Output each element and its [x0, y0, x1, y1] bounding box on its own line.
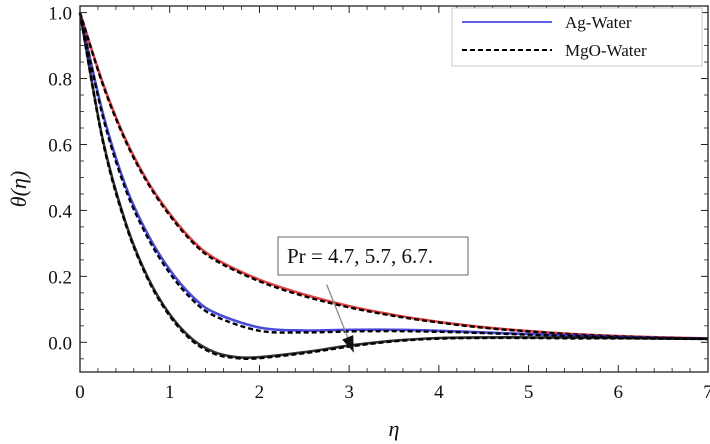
- x-tick-label: 7: [703, 382, 710, 403]
- series-2-mgo-water-line: [78, 12, 709, 360]
- x-tick-label: 0: [75, 382, 85, 403]
- series-1-ag-water-line: [78, 12, 709, 340]
- y-tick-label: 0.4: [48, 201, 72, 222]
- y-tick-label: 0.8: [48, 70, 72, 91]
- y-tick-label: 0.0: [48, 333, 72, 354]
- plot-frame: [79, 5, 709, 373]
- x-tick-label: 3: [344, 382, 354, 403]
- axis-ticks: 0 1 2 3 4 5 6 7 0.0 0.2 0.4 0.6 0.8 1.0: [48, 4, 710, 403]
- annotation: Pr = 4.7, 5.7, 6.7.: [277, 236, 469, 353]
- x-tick-label: 4: [434, 382, 444, 403]
- annotation-text: Pr = 4.7, 5.7, 6.7.: [287, 244, 433, 268]
- legend-box: [451, 7, 703, 67]
- y-axis-title: θ(η): [6, 171, 31, 207]
- legend-label-mgo-water: MgO-Water: [565, 41, 647, 60]
- y-tick-label: 0.2: [48, 267, 72, 288]
- x-tick-label: 2: [255, 382, 265, 403]
- x-tick-label: 5: [524, 382, 534, 403]
- series-1-mgo-water-line: [78, 12, 709, 341]
- y-tick-label: 1.0: [48, 4, 72, 25]
- x-axis-title: η: [389, 416, 400, 441]
- x-tick-label: 6: [614, 382, 624, 403]
- legend: Ag-Water MgO-Water: [451, 7, 703, 67]
- y-tick-label: 0.6: [48, 135, 72, 156]
- annotation-arrowhead: [342, 335, 354, 353]
- legend-label-ag-water: Ag-Water: [565, 13, 632, 32]
- x-tick-label: 1: [165, 382, 175, 403]
- series-layer: [78, 12, 709, 360]
- annotation-box: [277, 236, 469, 276]
